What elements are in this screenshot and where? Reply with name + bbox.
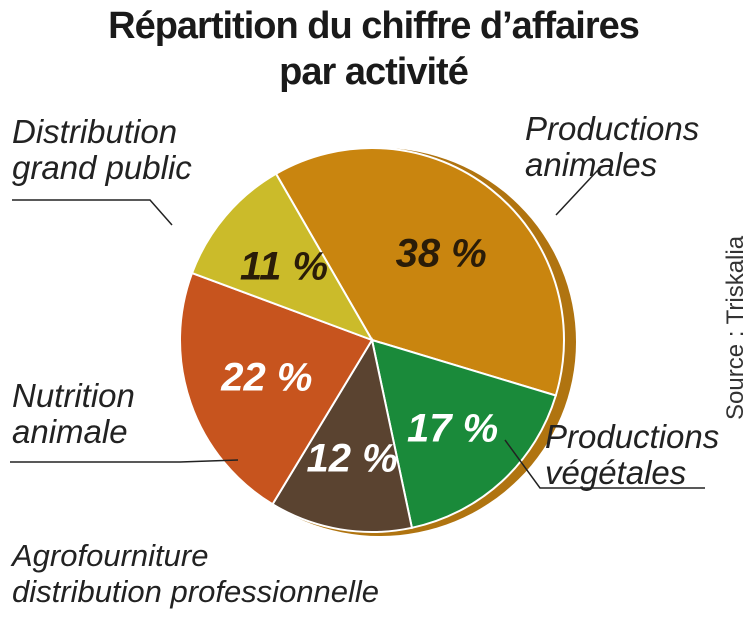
leader-line: [555, 169, 599, 216]
slice-category-label: Productions: [545, 418, 719, 455]
slice-value-label: 22 %: [220, 356, 312, 400]
slice-category-label: distribution professionnelle: [12, 574, 379, 609]
leader-line: [10, 459, 239, 463]
slice-value-label: 17 %: [407, 407, 498, 451]
slice-value-label: 11 %: [240, 245, 328, 289]
slice-value-label: 38 %: [396, 232, 487, 276]
percentage-labels: 38 % 17 %12 % 22 % 11 %: [220, 232, 498, 481]
pie-slice: [179, 271, 374, 506]
source-credit: Source : Triskalia: [722, 235, 747, 420]
slice-category-label: Productions: [525, 110, 699, 147]
leader-line: [504, 439, 705, 489]
chart-title-line-2: par activité: [279, 51, 469, 93]
leader-lines: [10, 169, 705, 489]
slice-category-label: animales: [525, 146, 657, 183]
category-labels: ProductionsanimalesProductionsvégétalesA…: [10, 110, 719, 609]
slice-category-label: grand public: [12, 149, 192, 186]
pie-slice: [370, 338, 558, 529]
slice-category-label: Distribution: [12, 113, 177, 150]
slice-category-label: Nutrition: [12, 377, 135, 414]
slice-value-label: 12 %: [307, 436, 398, 480]
slice-category-label: Agrofourniture: [10, 538, 208, 573]
pie-slices: [179, 147, 565, 533]
chart-title-line-1: Répartition du chiffre d’affaires: [108, 5, 640, 47]
leader-line: [12, 199, 173, 226]
pie-slice: [271, 337, 414, 533]
pie-slice: [274, 147, 565, 397]
slice-category-label: végétales: [545, 454, 686, 491]
pie-slice: [190, 172, 375, 342]
slice-category-label: animale: [12, 413, 128, 450]
